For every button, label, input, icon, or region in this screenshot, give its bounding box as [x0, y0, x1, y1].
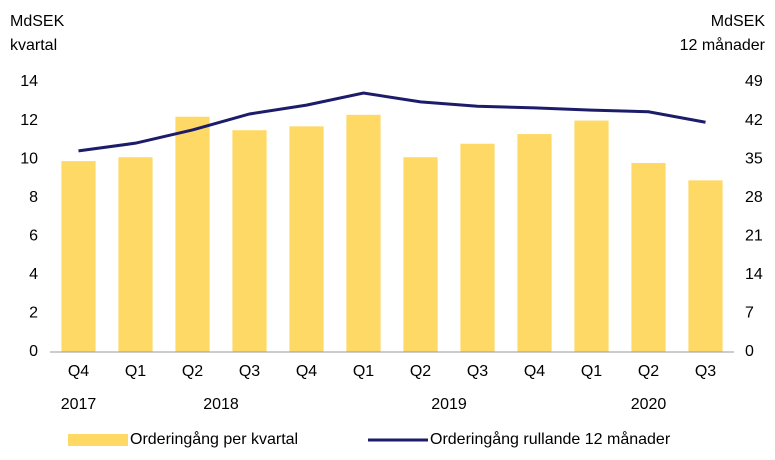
bar	[517, 134, 552, 352]
y-tick-label: 12	[20, 112, 38, 129]
line	[78, 91, 706, 153]
y2-tick-label: 35	[745, 150, 763, 167]
x-tick-label: Q2	[182, 363, 203, 380]
bar	[460, 143, 495, 352]
y2-tick-label: 21	[745, 228, 763, 245]
y-tick-label: 14	[20, 73, 38, 90]
y-tick-label: 10	[20, 150, 38, 167]
bar	[574, 120, 609, 352]
legend-swatch	[68, 434, 128, 446]
x-tick-label: Q4	[68, 363, 89, 380]
y2-axis-title: MdSEK	[711, 13, 766, 30]
x-tick-label: Q1	[581, 363, 602, 380]
x-tick-label: Q3	[695, 363, 716, 380]
x-tick-label: Q1	[353, 363, 374, 380]
bar	[232, 130, 267, 352]
x-tick-label: Q3	[467, 363, 488, 380]
y-tick-label: 8	[29, 189, 38, 206]
bar	[631, 163, 666, 352]
y2-tick-label: 14	[745, 266, 763, 283]
x-tick-label: Q4	[524, 363, 545, 380]
bar	[346, 114, 381, 353]
year-label: 2017	[61, 396, 97, 413]
y2-tick-label: 28	[745, 189, 763, 206]
y-tick-label: 4	[29, 266, 38, 283]
bar	[61, 161, 96, 352]
y2-tick-label: 0	[745, 343, 754, 360]
y-tick-label: 2	[29, 305, 38, 322]
y2-tick-label: 7	[745, 305, 754, 322]
bar	[289, 126, 324, 352]
year-label: 2018	[203, 396, 239, 413]
y-tick-label: 0	[29, 343, 38, 360]
y-tick-label: 6	[29, 228, 38, 245]
bar	[118, 157, 153, 352]
bar	[688, 180, 723, 352]
y-axis-title: MdSEK	[10, 13, 65, 30]
x-tick-label: Q3	[239, 363, 260, 380]
y2-tick-label: 42	[745, 112, 763, 129]
year-label: 2020	[631, 396, 667, 413]
bar	[175, 116, 210, 352]
y2-axis-title: 12 månader	[680, 36, 766, 54]
legend-label: Orderingång per kvartal	[130, 430, 298, 448]
legend-label: Orderingång rullande 12 månader	[430, 430, 671, 448]
x-tick-label: Q2	[410, 363, 431, 380]
x-tick-label: Q1	[125, 363, 146, 380]
y-axis-title: kvartal	[10, 37, 57, 54]
x-tick-label: Q4	[296, 363, 317, 380]
y2-tick-label: 49	[745, 73, 763, 90]
x-tick-label: Q2	[638, 363, 659, 380]
year-label: 2019	[431, 396, 467, 413]
bar	[403, 157, 438, 352]
